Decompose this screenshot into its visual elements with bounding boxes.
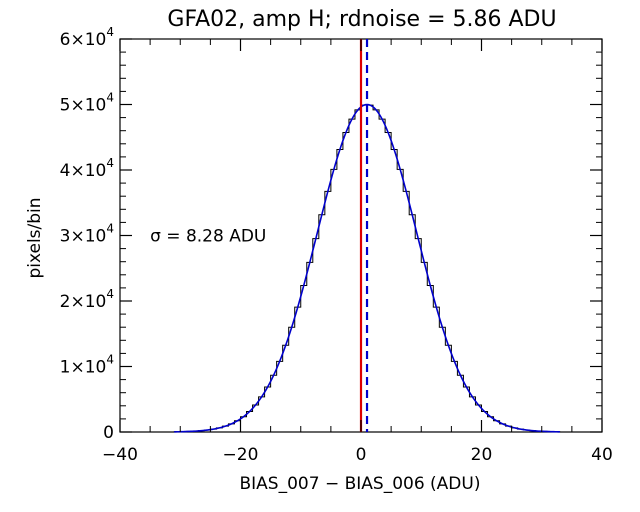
y-tick-label: 0: [103, 423, 114, 443]
x-axis-label: BIAS_007 − BIAS_006 (ADU): [240, 474, 481, 494]
x-tick-label: −20: [223, 445, 259, 465]
x-tick-label: 40: [591, 445, 613, 465]
y-axis-ticks: 0 1×104 2×104 3×104 4×104 5×104 6×104: [60, 25, 602, 443]
y-tick-label: 4×104: [60, 156, 114, 181]
sigma-value: = 8.28 ADU: [161, 227, 266, 247]
y-tick-label: 6×104: [60, 25, 114, 50]
sigma-annotation: σ = 8.28 ADU: [150, 227, 266, 247]
y-tick-label: 5×104: [60, 91, 114, 116]
y-tick-label: 2×104: [60, 287, 114, 312]
vline-layer: [359, 39, 369, 432]
x-tick-label: 20: [471, 445, 493, 465]
sigma-symbol: σ: [150, 227, 161, 247]
y-tick-label: 1×104: [60, 353, 114, 378]
x-tick-label: −40: [102, 445, 138, 465]
x-axis-ticks: −40 −20 0 20 40: [102, 39, 613, 465]
x-tick-label: 0: [356, 445, 367, 465]
chart-title: GFA02, amp H; rdnoise = 5.86 ADU: [167, 7, 556, 32]
y-axis-label: pixels/bin: [25, 197, 45, 278]
y-tick-label: 3×104: [60, 222, 114, 247]
